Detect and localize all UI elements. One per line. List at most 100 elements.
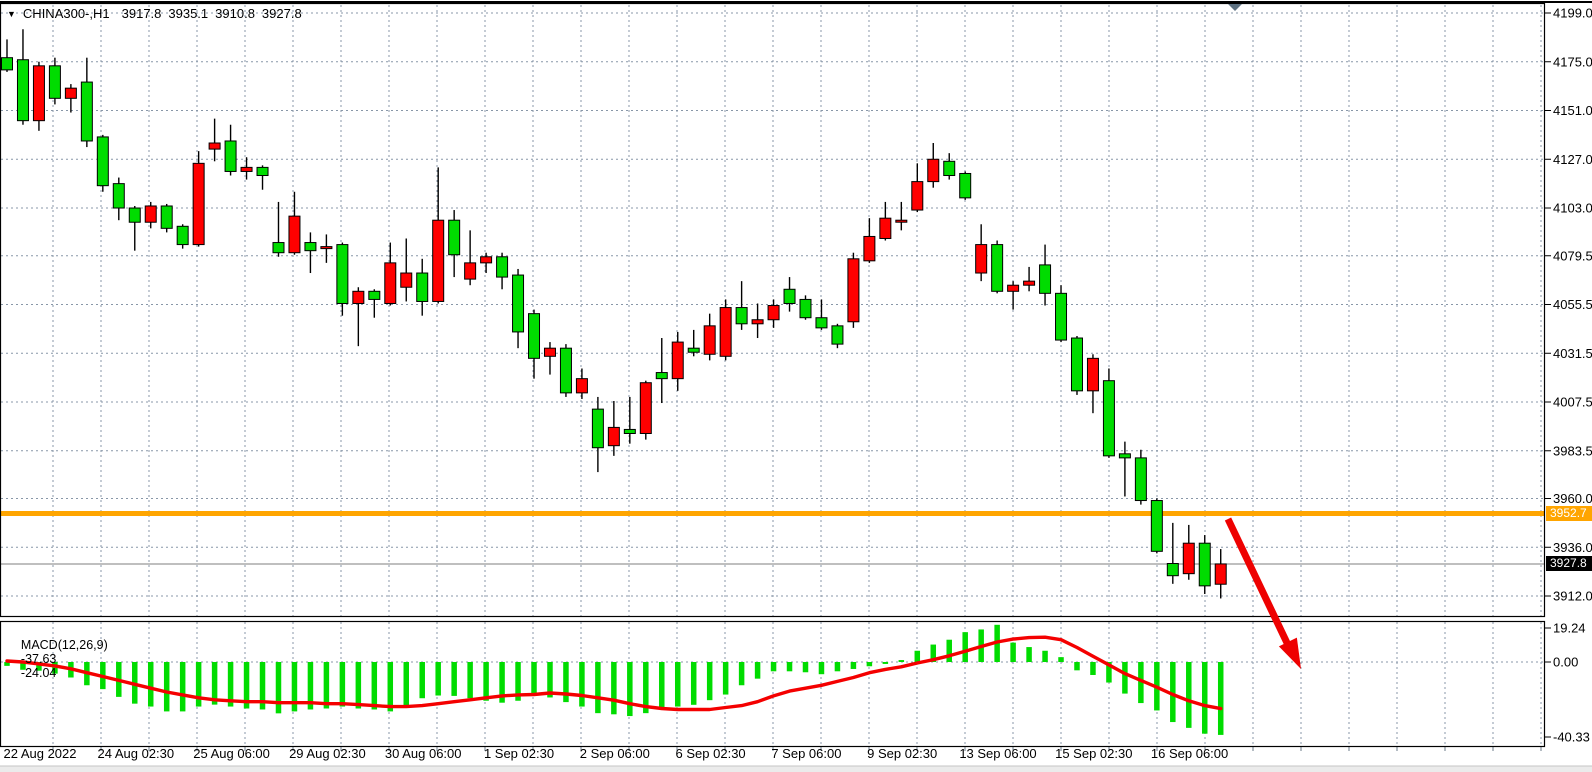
candle-body-bear xyxy=(1134,457,1147,502)
macd-histogram-bar xyxy=(962,632,968,662)
candle-body-bear xyxy=(959,172,972,199)
candle-body-bull xyxy=(975,244,988,274)
macd-histogram-bar xyxy=(1090,662,1096,675)
candle-body-bull xyxy=(751,319,764,325)
time-tick-label: 7 Sep 06:00 xyxy=(771,746,841,761)
candle-body-bull xyxy=(607,426,620,447)
chart-header: ▼ CHINA300-,H1 3917.8 3935.1 3910.8 3927… xyxy=(7,6,309,21)
candle-body-bull xyxy=(1214,563,1227,585)
time-tick-label: 9 Sep 02:30 xyxy=(867,746,937,761)
candle-body-bear xyxy=(559,347,572,394)
time-tick-label: 25 Aug 06:00 xyxy=(193,746,270,761)
macd-histogram-bar xyxy=(866,662,873,667)
candle-body-bear xyxy=(831,325,844,345)
macd-histogram-bar xyxy=(163,662,170,712)
candle-body-bear xyxy=(623,428,636,434)
macd-histogram-bar xyxy=(738,662,745,686)
macd-histogram-bar xyxy=(706,662,713,701)
macd-histogram-bar xyxy=(467,662,473,699)
candle-body-bull xyxy=(320,246,333,250)
candle-body-bull xyxy=(639,382,652,434)
macd-histogram-bar xyxy=(770,662,777,672)
price-tick-label: 4079.5 xyxy=(1553,248,1592,263)
candle-body-bear xyxy=(224,140,237,172)
candle-body-bear xyxy=(128,207,141,223)
macd-histogram-bar xyxy=(275,662,282,714)
candle-body-bull xyxy=(703,325,716,355)
candle-body-bear xyxy=(80,81,93,142)
candle-body-bull xyxy=(192,162,205,246)
time-tick-label: 1 Sep 02:30 xyxy=(484,746,554,761)
current-price-badge: 3927.8 xyxy=(1546,556,1592,571)
price-tick-label: 4127.0 xyxy=(1553,152,1592,167)
macd-histogram-bar xyxy=(419,662,425,699)
macd-histogram-bar xyxy=(802,662,809,673)
macd-panel-border xyxy=(0,620,1546,748)
macd-scale-label: 0.00 xyxy=(1553,655,1578,670)
candle-body-bull xyxy=(767,305,780,321)
ohlc-low: 3910.8 xyxy=(215,6,255,21)
symbol-dropdown-icon[interactable]: ▼ xyxy=(7,8,16,19)
macd-histogram-bar xyxy=(1202,662,1208,734)
macd-histogram-bar xyxy=(611,662,617,715)
candle-body-bear xyxy=(1150,500,1163,552)
candle-body-bull xyxy=(911,181,924,211)
candle-body-bear xyxy=(512,274,525,333)
trend-arrow-head[interactable] xyxy=(1278,637,1301,669)
time-tick-label: 2 Sep 06:00 xyxy=(580,746,650,761)
price-tick-label: 3960.0 xyxy=(1553,491,1592,506)
candle-body-bear xyxy=(416,272,429,302)
candle-body-bear xyxy=(783,288,796,304)
macd-histogram-bar xyxy=(627,662,633,717)
candle-body-bull xyxy=(144,205,157,223)
candle-body-bear xyxy=(496,256,509,278)
candle-body-bear xyxy=(96,136,109,187)
macd-histogram-bar xyxy=(1217,662,1224,735)
candle-body-bear xyxy=(591,408,604,449)
candle-body-bull xyxy=(464,262,477,280)
candle-body-bull xyxy=(384,262,397,304)
trend-arrow-line[interactable] xyxy=(1224,517,1292,647)
macd-histogram-bar xyxy=(690,662,697,705)
candle-body-bear xyxy=(815,317,828,329)
macd-histogram-bar xyxy=(291,662,298,712)
candle-body-bull xyxy=(879,217,892,239)
time-tick-label: 13 Sep 06:00 xyxy=(959,746,1036,761)
time-tick-label: 24 Aug 02:30 xyxy=(97,746,174,761)
candle-body-bull xyxy=(575,378,588,394)
candle-body-bull xyxy=(240,166,253,172)
macd-histogram-bar xyxy=(451,662,457,696)
macd-histogram-bar xyxy=(818,662,825,675)
macd-histogram-bar xyxy=(4,662,10,666)
macd-histogram-bar xyxy=(1186,662,1192,728)
macd-histogram-bar xyxy=(355,662,362,709)
macd-histogram-bar xyxy=(227,662,234,707)
candle-body-bear xyxy=(735,307,748,325)
macd-histogram-bar xyxy=(563,662,569,703)
candle-body-bear xyxy=(112,183,125,209)
ohlc-high: 3935.1 xyxy=(168,6,209,21)
candle-body-bull xyxy=(671,341,684,380)
candle-body-bear xyxy=(1198,542,1211,587)
macd-main-value: -37.63 xyxy=(20,652,57,666)
macd-histogram-bar xyxy=(403,662,409,707)
candle-body-bear xyxy=(16,59,29,122)
macd-histogram-bar xyxy=(483,662,489,701)
candle-body-bear xyxy=(368,290,381,300)
candle-body-bear xyxy=(48,65,61,99)
macd-histogram-bar xyxy=(1058,657,1064,662)
candle-body-bear xyxy=(272,242,285,254)
chart-shift-marker-icon[interactable] xyxy=(1228,4,1242,11)
candle-body-bull xyxy=(543,347,556,357)
candle-body-bear xyxy=(304,242,317,252)
price-tick-label: 3912.0 xyxy=(1553,589,1592,604)
candle-body-bear xyxy=(336,244,349,304)
candle-body-bear xyxy=(687,347,700,353)
candle-body-bear xyxy=(1102,380,1115,457)
candle-body-bull xyxy=(208,142,221,150)
price-tick-label: 4007.5 xyxy=(1553,395,1592,410)
macd-histogram-bar xyxy=(20,662,26,670)
macd-indicator-label: MACD(12,26,9) -37.63 -24.04 xyxy=(7,624,113,694)
